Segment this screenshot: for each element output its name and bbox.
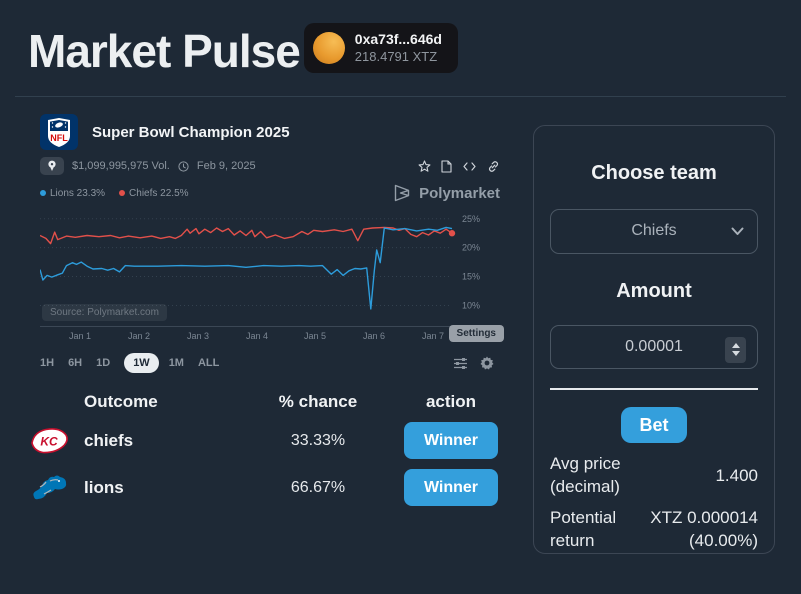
- range-button-1h[interactable]: 1H: [40, 357, 55, 369]
- outcome-name-chiefs: chiefs: [84, 430, 134, 450]
- x-tick-label: Jan 1: [68, 331, 92, 341]
- polymarket-widget: NFL Super Bowl Champion 2025 $1,099,995,…: [28, 113, 504, 374]
- document-icon[interactable]: [441, 159, 452, 173]
- timerange-buttons: 1H 6H 1D 1W 1M ALL: [40, 353, 233, 373]
- x-tick-label: Jan 7: [421, 331, 445, 341]
- bulb-icon: [40, 157, 64, 175]
- svg-text:10%: 10%: [462, 300, 480, 310]
- potential-return-label: Potential return: [550, 508, 617, 551]
- avg-price-row: Avg price (decimal) 1.400: [550, 453, 758, 499]
- winner-button-lions[interactable]: Winner: [404, 469, 498, 506]
- choose-team-heading: Choose team: [591, 162, 717, 184]
- market-date: Feb 9, 2025: [196, 160, 256, 172]
- polymarket-brand[interactable]: Polymarket: [392, 183, 500, 203]
- range-button-1w[interactable]: 1W: [124, 353, 159, 373]
- svg-text:20%: 20%: [462, 243, 480, 253]
- wallet-badge[interactable]: 0xa73f...646d 218.4791 XTZ: [303, 23, 458, 73]
- market-volume: $1,099,995,975 Vol.: [72, 160, 170, 172]
- potential-return-value: XTZ 0.000014 (40.00%): [650, 508, 758, 551]
- legend-item: Lions 23.3%: [40, 188, 105, 199]
- market-title: Super Bowl Champion 2025: [92, 123, 290, 141]
- stepper-up-icon[interactable]: [731, 343, 740, 349]
- outcomes-table: Outcome % chance action KC chiefs 33.33%…: [28, 392, 506, 506]
- legend-dot-icon: [40, 190, 46, 196]
- chevron-down-icon: [731, 227, 744, 235]
- wallet-avatar: [312, 32, 345, 64]
- svg-text:25%: 25%: [462, 214, 480, 224]
- amount-stepper[interactable]: [725, 336, 746, 363]
- clock-icon: [178, 160, 189, 172]
- svg-text:KC: KC: [40, 434, 58, 448]
- svg-text:NFL: NFL: [50, 133, 68, 143]
- link-icon[interactable]: [487, 160, 500, 173]
- bet-divider: [550, 388, 758, 391]
- legend-item: Chiefs 22.5%: [119, 188, 189, 199]
- chiefs-logo-icon: KC: [31, 427, 68, 453]
- gear-icon[interactable]: [480, 356, 494, 370]
- stepper-down-icon[interactable]: [731, 351, 740, 357]
- price-chart[interactable]: 10% 15% 20% 25% Source: Polymarket.com: [39, 209, 502, 327]
- x-tick-label: Jan 2: [127, 331, 151, 341]
- team-select[interactable]: Chiefs: [550, 209, 758, 254]
- header-divider: [15, 96, 786, 97]
- amount-input[interactable]: [551, 325, 757, 369]
- range-button-6h[interactable]: 6H: [68, 357, 83, 369]
- col-header-chance: % chance: [278, 392, 358, 411]
- star-icon[interactable]: [418, 159, 431, 173]
- x-tick-label: Jan 3: [186, 331, 210, 341]
- chart-source-note: Source: Polymarket.com: [42, 304, 167, 321]
- potential-return-row: Potential return XTZ 0.000014 (40.00%): [550, 507, 758, 553]
- x-tick-label: Jan 4: [245, 331, 269, 341]
- range-button-1m[interactable]: 1M: [168, 357, 184, 369]
- page-title: Market Pulse: [28, 25, 301, 77]
- price-chart-svg[interactable]: 10% 15% 20% 25%: [39, 209, 502, 327]
- team-select-value: Chiefs: [631, 222, 677, 240]
- code-icon[interactable]: [462, 161, 477, 172]
- chart-x-axis: Jan 1 Jan 2 Jan 3 Jan 4 Jan 5 Jan 6 Jan 7: [40, 329, 502, 344]
- polymarket-logo-icon: [394, 184, 410, 202]
- nfl-logo-icon: NFL: [40, 114, 78, 150]
- bet-button[interactable]: Bet: [621, 407, 687, 444]
- outcome-chance-lions: 66.67%: [290, 478, 346, 496]
- x-tick-label: Jan 5: [303, 331, 327, 341]
- wallet-balance: 218.4791 XTZ: [354, 48, 438, 64]
- lions-logo-icon: [33, 475, 67, 499]
- range-button-1d[interactable]: 1D: [96, 357, 111, 369]
- bet-panel: Choose team Chiefs Amount Bet Avg price …: [533, 125, 775, 554]
- amount-heading: Amount: [616, 279, 692, 302]
- wallet-address: 0xa73f...646d: [354, 31, 442, 48]
- outcome-name-lions: lions: [84, 477, 124, 497]
- chart-legend: Lions 23.3% Chiefs 22.5%: [40, 188, 203, 199]
- x-tick-label: Jan 6: [362, 331, 386, 341]
- page-header: Market Pulse 0xa73f...646d 218.4791 XTZ: [0, 0, 801, 96]
- sliders-icon[interactable]: [453, 357, 468, 370]
- svg-text:15%: 15%: [462, 272, 480, 282]
- avg-price-value: 1.400: [715, 465, 758, 485]
- polymarket-brand-label: Polymarket: [419, 184, 500, 202]
- col-header-outcome: Outcome: [84, 392, 158, 411]
- avg-price-label: Avg price (decimal): [550, 454, 621, 497]
- col-header-action: action: [425, 392, 477, 411]
- outcome-chance-chiefs: 33.33%: [290, 431, 346, 449]
- legend-dot-icon: [119, 190, 126, 196]
- range-button-all[interactable]: ALL: [197, 357, 220, 369]
- settings-tooltip[interactable]: Settings: [448, 325, 504, 342]
- winner-button-chiefs[interactable]: Winner: [404, 422, 498, 459]
